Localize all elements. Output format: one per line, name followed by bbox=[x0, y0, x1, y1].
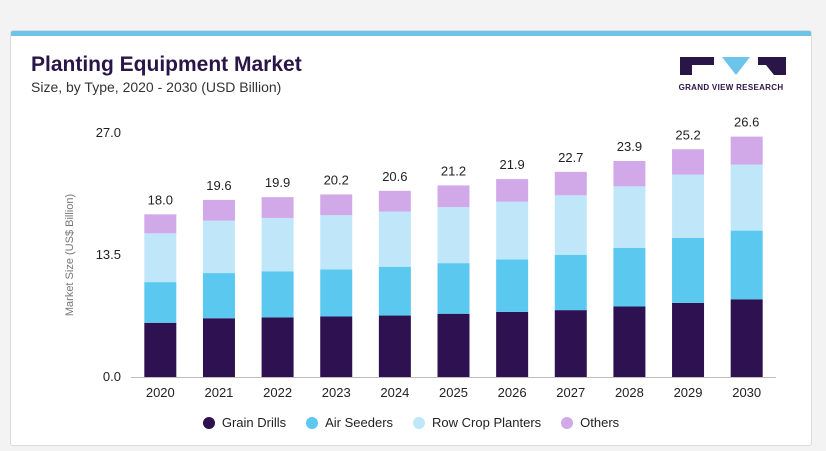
bar-grain-drills-2026 bbox=[496, 311, 529, 377]
bar-grain-drills-2028 bbox=[613, 306, 646, 377]
bar-row-crop-planters-2025 bbox=[437, 207, 470, 264]
bar-others-2026 bbox=[496, 179, 529, 202]
bar-row-crop-planters-2029 bbox=[672, 174, 705, 238]
bar-total-label-2023: 20.2 bbox=[324, 172, 349, 187]
bar-total-label-2029: 25.2 bbox=[675, 127, 700, 142]
bar-others-2025 bbox=[437, 185, 470, 208]
bar-row-crop-planters-2021 bbox=[202, 220, 235, 274]
bar-others-2027 bbox=[554, 171, 587, 196]
legend-swatch-icon bbox=[413, 416, 426, 429]
bar-total-label-2021: 19.6 bbox=[206, 178, 231, 193]
bar-grain-drills-2027 bbox=[554, 310, 587, 377]
x-tick-label-2029: 2029 bbox=[674, 385, 703, 400]
legend-swatch-icon bbox=[306, 416, 319, 429]
y-tick-label: 0.0 bbox=[103, 369, 121, 384]
bar-air-seeders-2026 bbox=[496, 259, 529, 312]
bar-total-label-2022: 19.9 bbox=[265, 175, 290, 190]
legend-swatch-icon bbox=[202, 416, 215, 429]
bar-total-label-2025: 21.2 bbox=[441, 163, 466, 178]
bar-total-label-2028: 23.9 bbox=[617, 139, 642, 154]
bar-total-label-2024: 20.6 bbox=[382, 169, 407, 184]
legend-label: Row Crop Planters bbox=[432, 415, 542, 430]
x-tick-label-2026: 2026 bbox=[498, 385, 527, 400]
legend-label: Others bbox=[580, 415, 620, 430]
chart-card: Planting Equipment Market Size, by Type,… bbox=[10, 30, 812, 446]
bar-others-2024 bbox=[378, 190, 411, 212]
bar-others-2020 bbox=[144, 214, 177, 234]
bar-air-seeders-2028 bbox=[613, 247, 646, 307]
bar-others-2029 bbox=[672, 149, 705, 175]
chart-title: Planting Equipment Market bbox=[31, 53, 302, 76]
legend-item-grain-drills: Grain Drills bbox=[202, 415, 287, 430]
x-tick-label-2023: 2023 bbox=[322, 385, 351, 400]
legend-swatch-icon bbox=[561, 416, 574, 429]
stacked-bar-chart: Market Size (US$ Billion) 0.0 13.5 27.0 18.0… bbox=[64, 115, 776, 400]
bar-air-seeders-2030 bbox=[730, 230, 763, 300]
x-tick-label-2028: 2028 bbox=[615, 385, 644, 400]
legend-label: Grain Drills bbox=[221, 415, 287, 430]
bar-row-crop-planters-2027 bbox=[554, 195, 587, 255]
bar-air-seeders-2023 bbox=[320, 269, 353, 317]
y-tick-label: 13.5 bbox=[96, 247, 121, 262]
x-tick-label-2022: 2022 bbox=[263, 385, 292, 400]
x-tick-label-2027: 2027 bbox=[556, 385, 585, 400]
bar-grain-drills-2023 bbox=[320, 316, 353, 377]
x-tick-label-2020: 2020 bbox=[146, 385, 175, 400]
x-tick-label-2021: 2021 bbox=[204, 385, 233, 400]
bar-others-2022 bbox=[261, 197, 294, 218]
bar-others-2021 bbox=[202, 199, 235, 221]
bar-total-label-2027: 22.7 bbox=[558, 150, 583, 165]
bar-grain-drills-2029 bbox=[672, 302, 705, 377]
bar-grain-drills-2024 bbox=[378, 315, 411, 377]
bar-grain-drills-2020 bbox=[144, 322, 177, 377]
card-accent-bar bbox=[11, 31, 811, 36]
legend-item-air-seeders: Air Seeders bbox=[306, 415, 393, 430]
bar-air-seeders-2029 bbox=[672, 237, 705, 303]
bar-others-2023 bbox=[320, 194, 353, 216]
bar-grain-drills-2025 bbox=[437, 313, 470, 377]
logo-mark-icon bbox=[680, 57, 786, 75]
x-tick-label-2025: 2025 bbox=[439, 385, 468, 400]
bar-row-crop-planters-2020 bbox=[144, 233, 177, 283]
bar-row-crop-planters-2023 bbox=[320, 215, 353, 270]
bar-row-crop-planters-2026 bbox=[496, 201, 529, 260]
bar-air-seeders-2027 bbox=[554, 255, 587, 311]
bar-total-label-2030: 26.6 bbox=[734, 115, 759, 130]
x-tick-label-2024: 2024 bbox=[380, 385, 409, 400]
bar-row-crop-planters-2022 bbox=[261, 217, 294, 272]
chart-subtitle: Size, by Type, 2020 - 2030 (USD Billion) bbox=[31, 79, 282, 95]
bar-row-crop-planters-2028 bbox=[613, 186, 646, 248]
y-axis-label: Market Size (US$ Billion) bbox=[64, 194, 76, 316]
bar-row-crop-planters-2024 bbox=[378, 211, 411, 267]
grand-view-research-logo: GRAND VIEW RESEARCH bbox=[666, 53, 796, 97]
y-tick-label: 27.0 bbox=[96, 125, 121, 140]
bar-air-seeders-2022 bbox=[261, 271, 294, 318]
legend-label: Air Seeders bbox=[325, 415, 394, 430]
bar-others-2028 bbox=[613, 161, 646, 187]
logo-text: GRAND VIEW RESEARCH bbox=[678, 83, 784, 92]
bar-grain-drills-2022 bbox=[261, 317, 294, 377]
bar-air-seeders-2020 bbox=[144, 282, 177, 323]
x-tick-label-2030: 2030 bbox=[732, 385, 761, 400]
bar-grain-drills-2021 bbox=[202, 318, 235, 377]
bar-air-seeders-2021 bbox=[202, 273, 235, 319]
chart-legend: Grain Drills Air Seeders Row Crop Planters… bbox=[11, 415, 811, 430]
bar-grain-drills-2030 bbox=[730, 299, 763, 377]
bar-air-seeders-2025 bbox=[437, 263, 470, 314]
legend-item-others: Others bbox=[561, 415, 619, 430]
legend-item-row-crop-planters: Row Crop Planters bbox=[413, 415, 541, 430]
bar-total-label-2026: 21.9 bbox=[499, 157, 524, 172]
bar-row-crop-planters-2030 bbox=[730, 164, 763, 231]
bar-air-seeders-2024 bbox=[378, 266, 411, 316]
bar-total-label-2020: 18.0 bbox=[148, 192, 173, 207]
bar-others-2030 bbox=[730, 136, 763, 165]
